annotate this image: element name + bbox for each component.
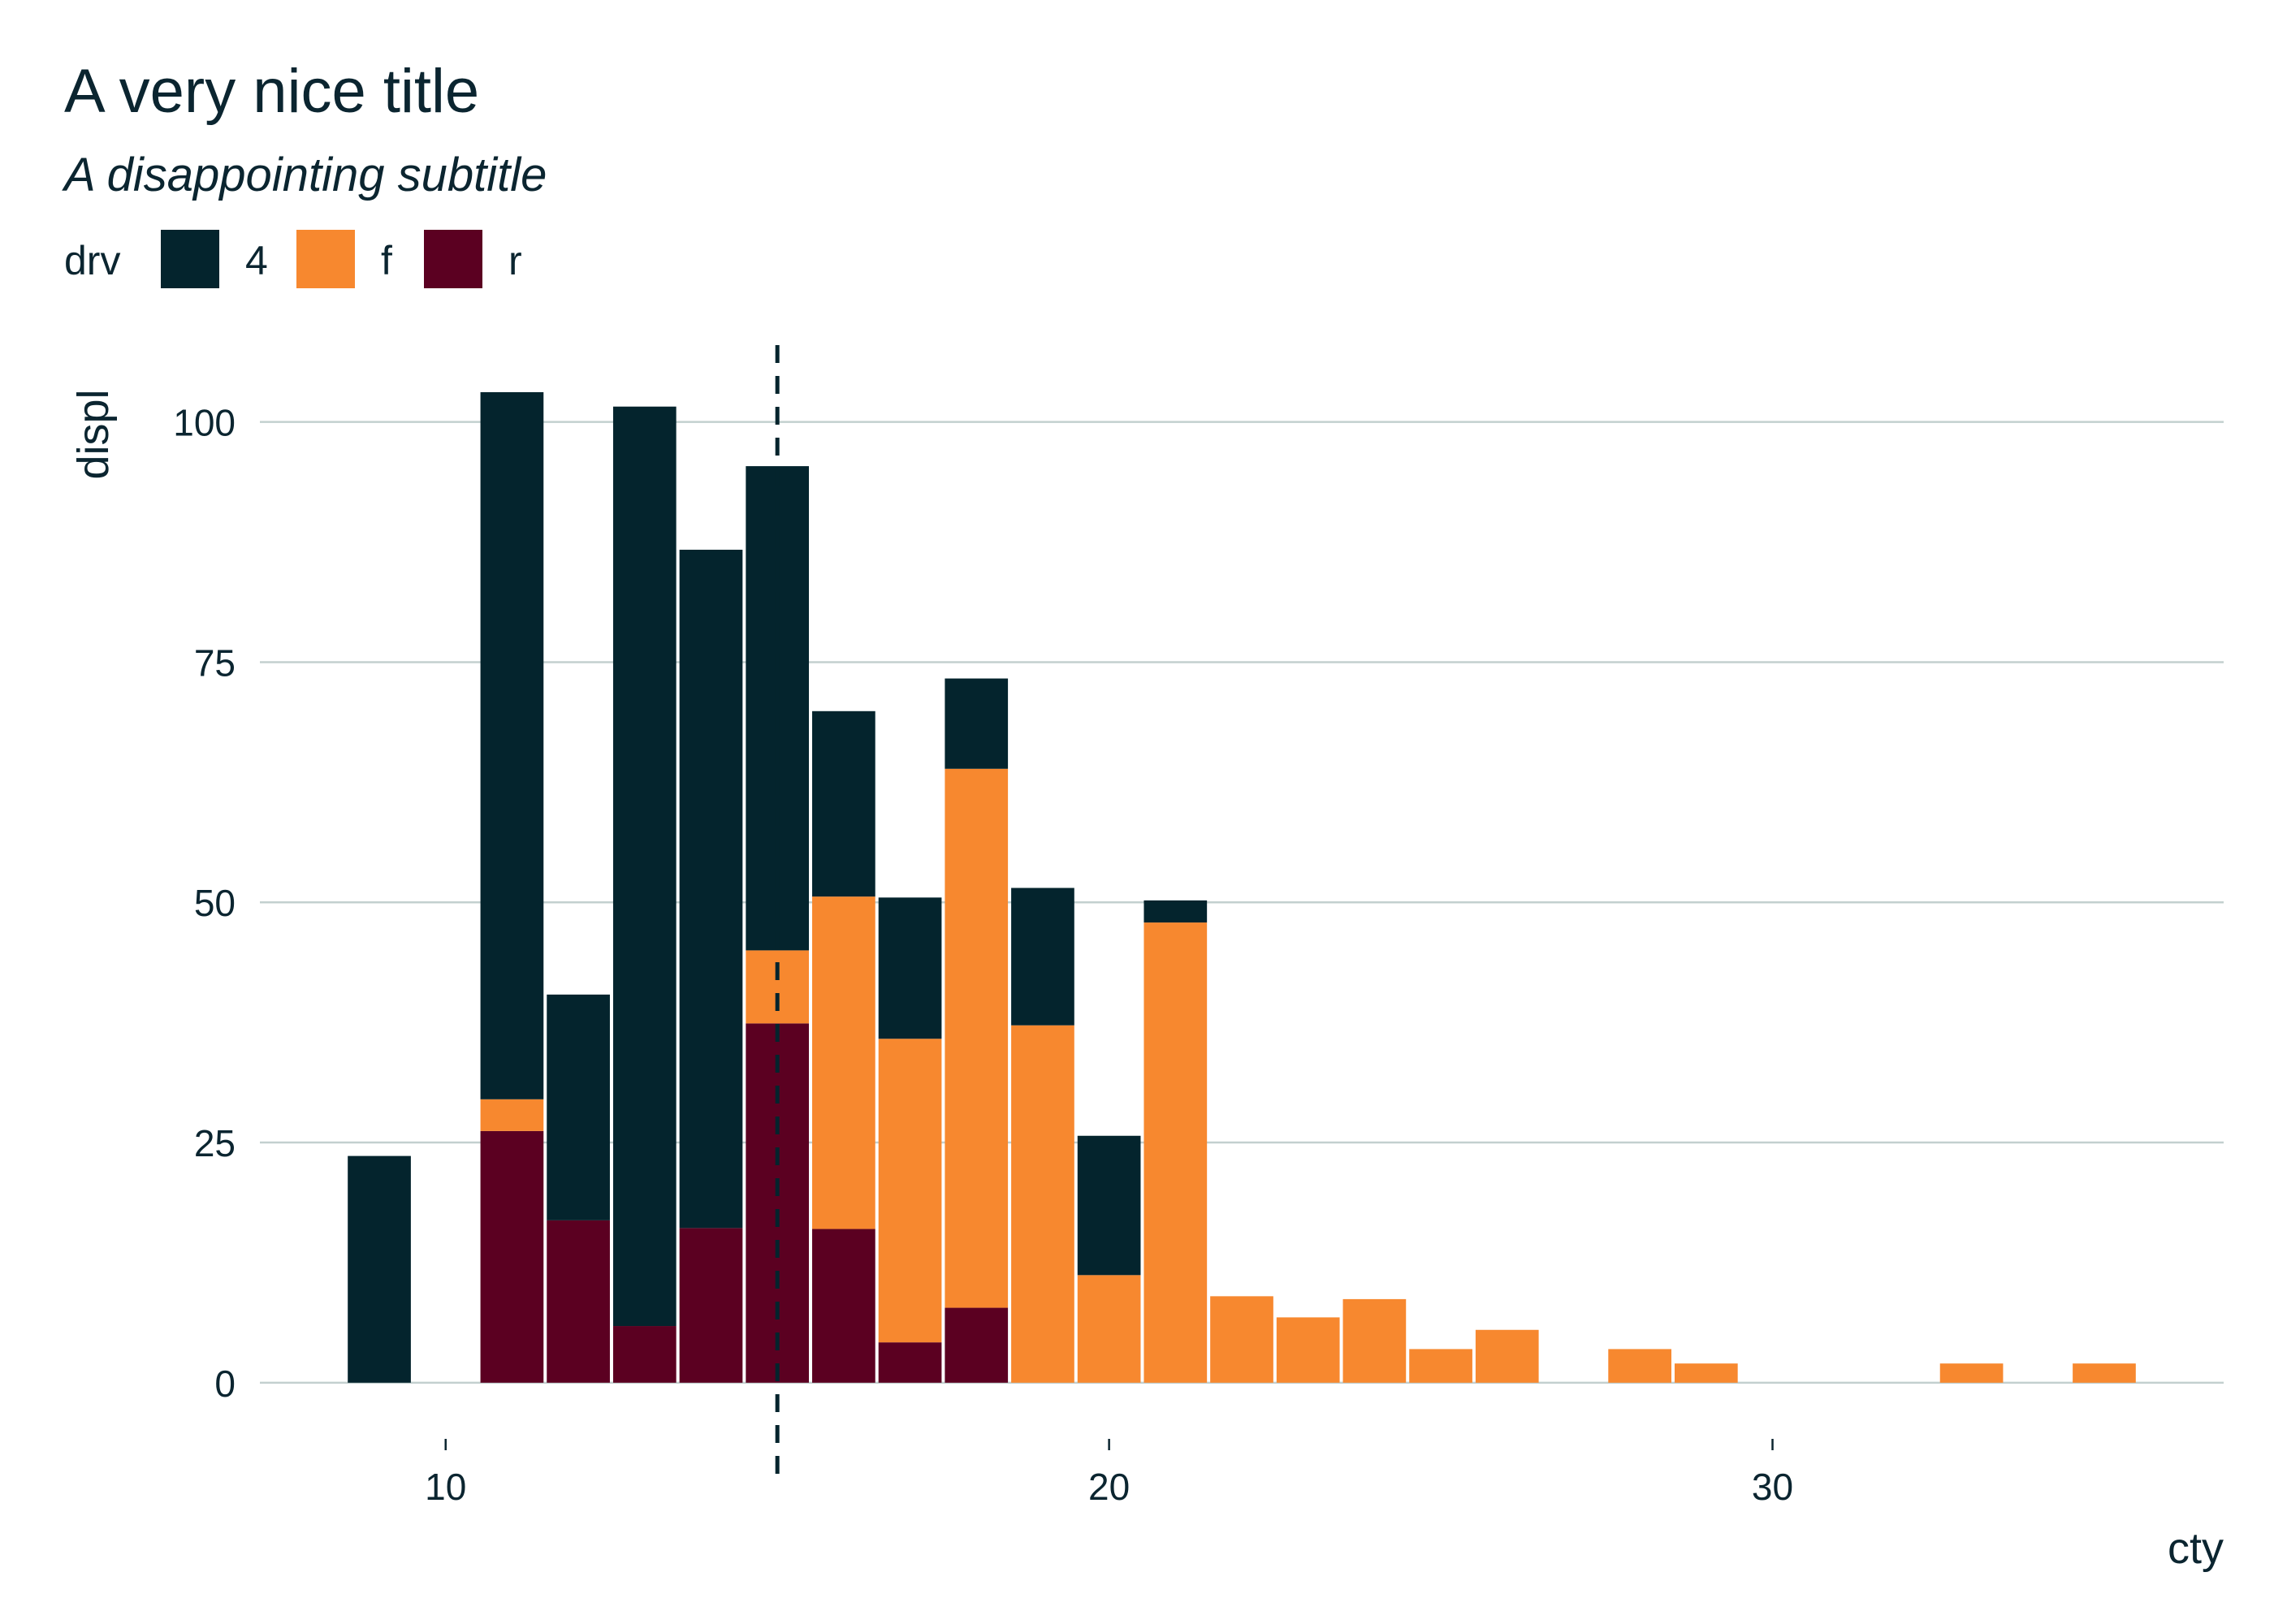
bar-segment-4 [1077, 1135, 1141, 1276]
bar-segment-4 [878, 897, 942, 1039]
bar-segment-r [945, 1307, 1009, 1383]
bar-segment-f [1674, 1363, 1738, 1383]
y-tick-label: 75 [194, 641, 236, 684]
x-axis-ticks: 10 20 30 [425, 1439, 1793, 1508]
bar-segment-4 [348, 1155, 411, 1383]
bar-segment-4 [1011, 888, 1074, 1026]
bar-segment-4 [1143, 900, 1208, 923]
bar-segment-r [679, 1228, 743, 1383]
bar-segment-f [1011, 1025, 1074, 1383]
bar-segment-f [480, 1099, 544, 1131]
y-tick-label: 50 [194, 882, 236, 924]
bar-segment-r [480, 1130, 544, 1383]
bar-segment-4 [679, 550, 743, 1229]
chart-title: A very nice title [64, 57, 479, 126]
bar-segment-r [547, 1220, 610, 1383]
legend-swatch-4 [161, 230, 219, 288]
legend-swatch-f [296, 230, 355, 288]
y-tick-label: 0 [214, 1363, 236, 1405]
bar-segment-f [746, 950, 810, 1024]
bar-segment-4 [547, 994, 610, 1220]
bar-segment-f [1939, 1363, 2004, 1383]
bar-segment-4 [945, 678, 1009, 769]
bar-segment-f [1409, 1349, 1472, 1383]
bar-segment-f [1210, 1296, 1273, 1383]
bar-segment-r [812, 1229, 875, 1383]
legend: drv 4 f r [64, 230, 522, 288]
legend-label-r: r [508, 238, 522, 283]
x-tick-label: 30 [1752, 1466, 1793, 1508]
bar-segment-4 [812, 710, 875, 897]
bar-segment-4 [612, 406, 677, 1327]
bar-segment-f [2073, 1363, 2136, 1383]
bar-segment-4 [480, 391, 544, 1099]
bar-segment-r [878, 1342, 942, 1383]
bar-segment-f [1276, 1317, 1340, 1383]
bars [348, 391, 2136, 1383]
bar-segment-f [1608, 1349, 1671, 1383]
x-tick-label: 20 [1088, 1466, 1130, 1508]
legend-title: drv [64, 238, 120, 283]
bar-segment-r [746, 1023, 810, 1383]
y-axis-label: displ [69, 389, 118, 479]
bar-segment-f [1342, 1298, 1407, 1383]
x-axis-label: cty [2168, 1524, 2224, 1573]
bar-segment-f [878, 1039, 942, 1343]
bar-segment-f [945, 768, 1009, 1308]
legend-label-4: 4 [245, 238, 268, 283]
bar-segment-f [1143, 922, 1208, 1383]
x-tick-label: 10 [425, 1466, 466, 1508]
legend-swatch-r [424, 230, 482, 288]
bar-segment-f [812, 896, 875, 1229]
y-tick-label: 100 [173, 402, 236, 444]
legend-label-f: f [381, 238, 392, 283]
bar-segment-f [1475, 1329, 1539, 1383]
bar-segment-f [1077, 1275, 1141, 1383]
chart-subtitle: A disappointing subtitle [62, 149, 547, 201]
y-axis-ticks: 0 25 50 75 100 [173, 402, 236, 1405]
y-tick-label: 25 [194, 1122, 236, 1164]
bar-segment-r [612, 1326, 677, 1383]
